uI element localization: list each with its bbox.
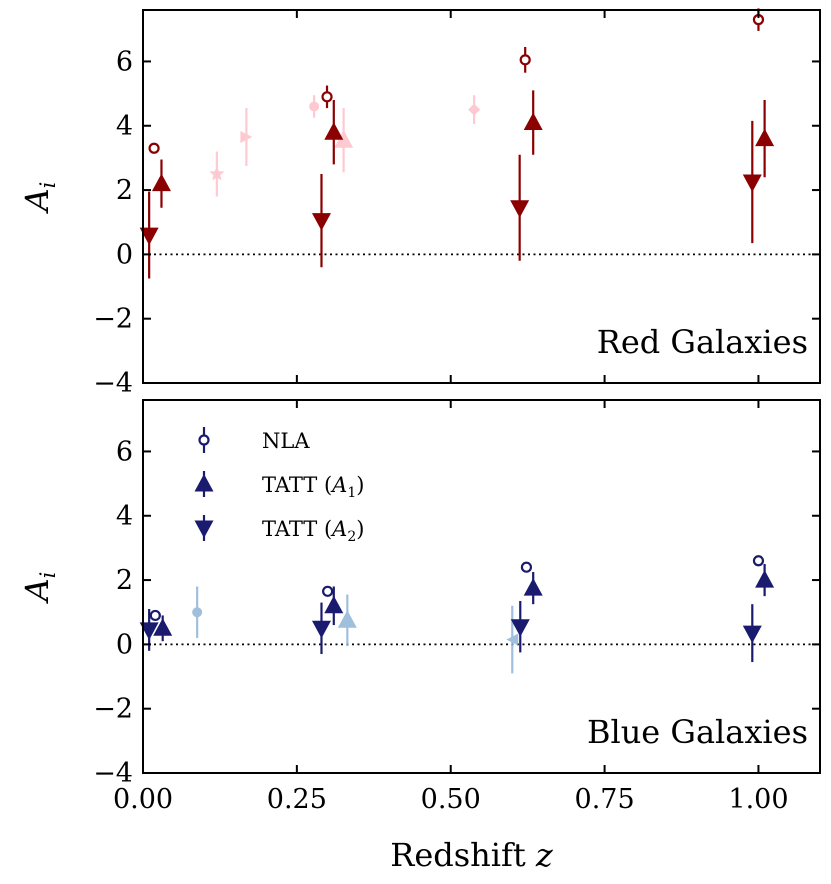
data-point <box>755 128 775 147</box>
y-tick-label: 2 <box>116 175 133 206</box>
data-point <box>519 54 531 66</box>
data-point <box>324 595 344 614</box>
legend-marker <box>194 520 214 538</box>
series-tatt-a1 <box>151 90 775 208</box>
data-point <box>324 122 344 140</box>
series-nla <box>149 555 765 622</box>
data-point <box>240 131 253 144</box>
data-point <box>510 200 530 218</box>
y-axis-label: Ai <box>18 182 60 215</box>
series-tatt-a2 <box>139 600 762 663</box>
data-point <box>322 585 334 597</box>
data-point <box>752 555 765 567</box>
legend-marker <box>198 434 210 446</box>
x-tick-label: 0.75 <box>575 784 635 815</box>
y-tick-label: −4 <box>93 758 133 789</box>
data-point <box>334 130 354 148</box>
legend-entry: NLA <box>198 427 310 453</box>
data-point <box>520 561 533 573</box>
legend-marker <box>194 474 214 492</box>
x-tick-label: 0.00 <box>113 784 173 815</box>
data-point <box>510 619 530 637</box>
data-point <box>321 91 333 103</box>
data-point <box>506 633 519 646</box>
x-tick-label: 1.00 <box>728 784 788 815</box>
legend-entry: TATT (A2) <box>194 515 364 545</box>
y-axis-label: Ai <box>18 572 60 605</box>
data-point <box>139 622 159 640</box>
legend: NLA TATT (A1) TATT (A2) <box>194 427 364 545</box>
panel-label: Red Galaxies <box>597 323 808 361</box>
y-tick-label: 0 <box>116 629 133 660</box>
y-tick-label: 4 <box>116 501 133 532</box>
legend-entry: TATT (A1) <box>194 471 364 501</box>
data-point <box>523 112 543 131</box>
y-tick-label: 4 <box>116 111 133 142</box>
data-point <box>209 166 225 181</box>
series-literature <box>192 586 519 674</box>
data-point <box>149 609 161 622</box>
data-point <box>468 103 481 116</box>
y-tick-label: 0 <box>116 239 133 270</box>
data-point <box>192 607 203 618</box>
series-nla <box>148 8 765 154</box>
legend-label: TATT (A2) <box>262 517 364 545</box>
panel-blue-galaxies: −4 −2 0 2 4 6 0.00 0.25 0.50 0.75 1.00 Ai Blue Galax… <box>18 399 821 874</box>
y-tick-label: 6 <box>116 436 133 467</box>
data-point <box>742 625 762 644</box>
x-axis-label: Redshift z <box>390 836 554 874</box>
data-point <box>755 570 775 588</box>
legend-label: TATT (A1) <box>262 473 364 501</box>
data-point <box>311 213 331 231</box>
data-point <box>742 174 762 193</box>
panel-label: Blue Galaxies <box>587 713 808 751</box>
data-point <box>309 101 320 112</box>
panel-red-galaxies: −4 −2 0 2 4 6 Ai Red Galaxies <box>18 8 821 399</box>
x-tick-label: 0.25 <box>267 784 327 815</box>
data-point <box>153 618 173 636</box>
series-tatt-a1 <box>153 563 775 642</box>
series-literature <box>209 95 481 197</box>
data-point <box>139 227 159 246</box>
data-point <box>311 620 331 639</box>
data-point <box>523 578 543 596</box>
y-tick-label: 6 <box>116 46 133 77</box>
x-tick-label: 0.50 <box>421 784 481 815</box>
y-tick-label: −4 <box>93 368 133 399</box>
y-tick-label: −2 <box>93 694 133 725</box>
data-point <box>337 610 357 628</box>
plot-frame <box>142 9 821 384</box>
legend-label: NLA <box>262 429 310 453</box>
series-tatt-a2 <box>139 120 762 279</box>
plot-frame <box>142 399 821 774</box>
y-tick-label: 2 <box>116 565 133 596</box>
y-tick-label: −2 <box>93 304 133 335</box>
data-point <box>148 142 160 154</box>
data-point <box>151 173 171 192</box>
